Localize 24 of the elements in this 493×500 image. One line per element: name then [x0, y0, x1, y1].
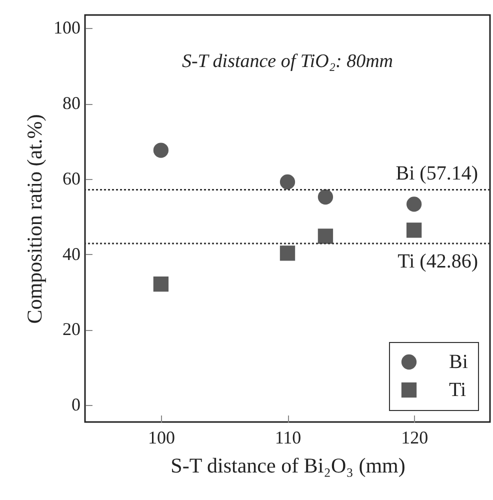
- x-tick-label: 110: [274, 428, 302, 448]
- point: [318, 228, 334, 244]
- x-tick-label: 100: [148, 428, 175, 448]
- legend-label: Bi: [449, 351, 468, 373]
- y-tick-label: 60: [62, 168, 80, 188]
- y-tick-label: 40: [62, 244, 80, 264]
- ref-line-label: Ti (42.86): [398, 250, 478, 273]
- point: [280, 246, 296, 261]
- point: [406, 222, 422, 238]
- y-tick-label: 80: [62, 93, 80, 114]
- point: [406, 196, 422, 212]
- y-axis-title: Composition ratio (at.%): [22, 114, 46, 324]
- point: [153, 276, 169, 292]
- annotation: S-T distance of TiO₂: 80mm: [182, 51, 394, 72]
- point: [280, 174, 296, 190]
- point: [153, 142, 169, 158]
- legend-label: Ti: [449, 379, 467, 401]
- x-axis-title: S-T distance of Bi₂O₃ (mm): [170, 454, 406, 478]
- x-tick-label: 120: [401, 428, 428, 448]
- ref-line-label: Bi (57.14): [396, 162, 478, 185]
- y-tick-label: 0: [72, 394, 80, 415]
- y-tick-label: 20: [62, 319, 80, 340]
- point: [318, 189, 334, 205]
- y-tick-label: 100: [54, 18, 80, 38]
